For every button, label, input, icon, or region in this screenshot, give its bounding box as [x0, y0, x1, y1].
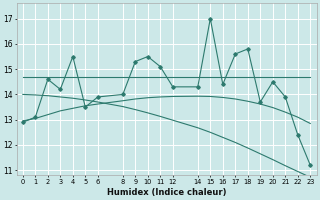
X-axis label: Humidex (Indice chaleur): Humidex (Indice chaleur) [107, 188, 226, 197]
